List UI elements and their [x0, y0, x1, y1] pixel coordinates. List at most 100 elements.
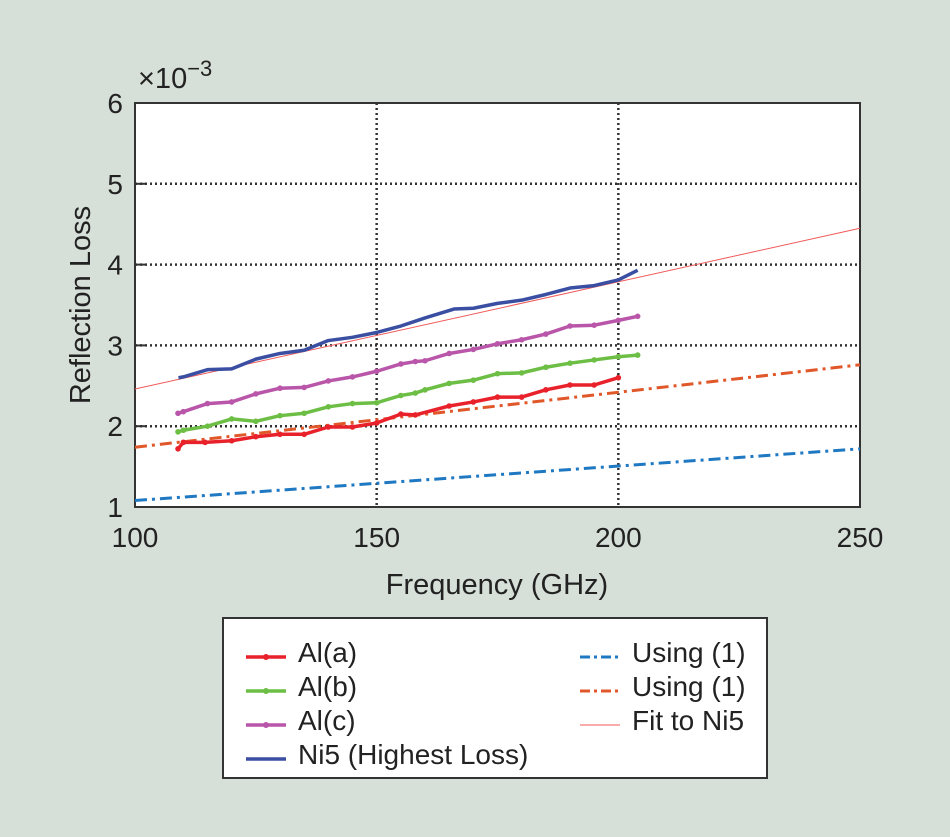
data-point — [253, 391, 259, 397]
legend-label: Al(b) — [298, 671, 358, 702]
data-point — [543, 387, 549, 393]
legend-swatch — [246, 688, 286, 694]
data-point — [591, 357, 597, 363]
data-point — [349, 374, 356, 380]
data-point — [412, 412, 419, 418]
x-tick-label: 150 — [353, 522, 400, 553]
data-point — [373, 368, 380, 375]
data-point — [277, 412, 283, 419]
data-point — [277, 431, 283, 438]
data-point — [175, 410, 181, 417]
data-point — [228, 399, 235, 405]
series-line-1 — [177, 353, 638, 434]
data-point — [494, 370, 501, 377]
series-line-4 — [134, 447, 861, 503]
reflection-loss-chart: 100 150 200 250 1 2 3 4 5 6 ×10−3 Frequency (GHz)… — [65, 56, 884, 601]
data-point — [518, 394, 525, 400]
legend-item-fit-ni5: Fit to Ni5 — [580, 705, 744, 737]
data-point — [373, 399, 380, 406]
y-tick-label: 4 — [107, 250, 123, 281]
data-point — [398, 411, 404, 417]
x-tick-label: 100 — [112, 522, 159, 553]
legend-label: Using (1) — [632, 637, 746, 668]
data-point — [175, 446, 181, 452]
legend-marker — [263, 654, 269, 660]
legend-swatch — [580, 689, 620, 693]
data-point — [301, 384, 307, 391]
data-point — [494, 340, 501, 347]
data-point — [634, 313, 641, 320]
data-point — [412, 358, 419, 365]
legend-swatch — [580, 724, 620, 726]
legend-item-ni5: Ni5 (Highest Loss) — [246, 739, 528, 771]
data-point — [325, 404, 332, 410]
data-point — [470, 346, 477, 353]
data-point — [398, 392, 404, 399]
data-point — [412, 390, 419, 396]
data-point — [591, 322, 597, 329]
data-point — [634, 352, 641, 358]
data-point — [349, 424, 356, 430]
data-point — [470, 399, 477, 405]
data-point — [422, 387, 428, 393]
data-point — [180, 408, 187, 415]
data-point — [398, 361, 404, 367]
data-point — [228, 437, 235, 444]
legend-label: Ni5 (Highest Loss) — [298, 739, 529, 770]
legend-marker — [263, 722, 269, 728]
legend-item-al-a: Al(a) — [246, 637, 357, 669]
data-point — [175, 429, 181, 435]
legend-item-using-1-blue: Using (1) — [580, 637, 746, 669]
data-point — [253, 433, 259, 440]
legend-label: Fit to Ni5 — [632, 705, 745, 736]
x-tick-label: 200 — [595, 522, 642, 553]
legend-label: Using (1) — [632, 671, 746, 702]
data-point — [567, 382, 573, 388]
data-point — [591, 382, 597, 388]
legend-swatch — [580, 655, 620, 659]
data-point — [615, 374, 622, 381]
data-point — [470, 377, 477, 383]
legend-item-using-1-orange: Using (1) — [580, 671, 746, 703]
x-axis-label: Frequency (GHz) — [386, 569, 608, 601]
data-point — [518, 370, 525, 376]
y-tick-label: 2 — [107, 411, 123, 442]
x-tick-label: 250 — [837, 522, 884, 553]
data-point — [180, 427, 187, 434]
data-point — [349, 400, 356, 407]
data-point — [422, 357, 428, 364]
legend-swatch — [246, 654, 286, 660]
series-line-3 — [178, 268, 639, 380]
data-point — [325, 424, 332, 430]
data-point — [204, 400, 211, 407]
series-line-5 — [134, 363, 861, 449]
legend-label: Al(a) — [298, 637, 358, 668]
data-point — [567, 360, 573, 366]
data-point — [277, 385, 283, 392]
legend-item-al-b: Al(b) — [246, 671, 357, 703]
legend-item-al-c: Al(c) — [246, 705, 356, 737]
series-line-0 — [176, 376, 619, 450]
data-point — [567, 323, 573, 329]
data-point — [301, 431, 307, 438]
data-point — [518, 336, 525, 343]
series-line-2 — [177, 314, 639, 415]
y-axis-label: Reflection Loss — [65, 206, 97, 404]
legend-label: Al(c) — [298, 705, 356, 736]
data-point — [615, 317, 622, 324]
legend: Al(a) Al(b) Al(c) Ni5 (Highest Loss) Usi… — [222, 617, 768, 779]
data-point — [543, 364, 549, 371]
data-point — [301, 410, 307, 417]
y-tick-label: 3 — [107, 330, 123, 361]
data-point — [180, 439, 187, 446]
legend-marker — [263, 688, 269, 694]
y-tick-label: 6 — [107, 88, 123, 119]
data-point — [202, 439, 208, 446]
data-point — [543, 331, 549, 337]
data-point — [615, 353, 622, 360]
series-line-6 — [134, 227, 861, 390]
y-tick-label: 1 — [107, 492, 123, 523]
data-point — [325, 378, 332, 384]
data-point — [228, 416, 235, 422]
legend-swatch — [246, 722, 286, 728]
